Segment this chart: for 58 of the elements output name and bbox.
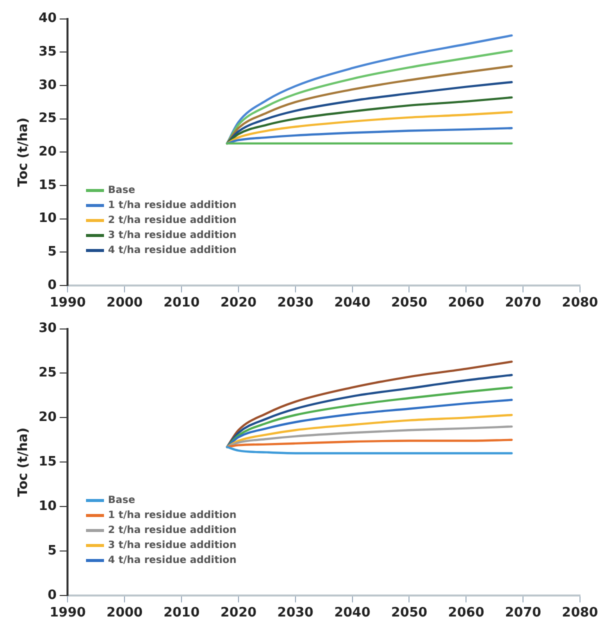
legend-label: 1 t/ha residue addition	[108, 199, 237, 213]
legend-label: 2 t/ha residue addition	[108, 524, 237, 538]
y-tick-label: 10	[38, 211, 57, 226]
x-tick-label: 2040	[334, 606, 370, 621]
y-tick-label: 0	[48, 278, 57, 293]
x-tick-label: 2010	[163, 296, 200, 311]
y-tick-label: 10	[38, 498, 57, 514]
y-axis-title: Toc (t/ha)	[16, 118, 32, 187]
x-tick-label: 2080	[562, 296, 598, 311]
x-tick-label: 2000	[106, 296, 143, 311]
legend-label: Base	[108, 184, 136, 198]
x-tick-label: 2010	[163, 606, 200, 621]
y-tick-label: 20	[38, 410, 57, 426]
x-tick-label: 2080	[562, 606, 598, 621]
y-tick-label: 25	[38, 366, 57, 381]
x-tick-label: 2050	[391, 606, 428, 621]
x-tick-label: 2030	[277, 296, 314, 311]
x-tick-label: 2040	[334, 296, 370, 311]
line-series	[226, 81, 513, 145]
legend-label: 3 t/ha residue addition	[108, 539, 237, 553]
y-tick-label: 25	[38, 111, 57, 126]
legend-label: 3 t/ha residue addition	[108, 229, 237, 243]
legend-label: 4 t/ha residue addition	[108, 244, 237, 258]
legend-label: 1 t/ha residue addition	[108, 509, 237, 523]
x-tick-label: 1990	[50, 296, 86, 311]
x-tick-label: 2020	[220, 606, 257, 621]
line-series	[226, 414, 513, 448]
x-tick-label: 2060	[448, 296, 484, 311]
line-series	[226, 386, 513, 448]
x-tick-label: 2050	[391, 296, 428, 311]
line-series	[226, 425, 513, 448]
y-tick-label: 20	[38, 144, 57, 160]
y-tick-label: 15	[38, 454, 57, 470]
y-tick-label: 30	[38, 321, 57, 336]
x-tick-label: 1990	[50, 606, 86, 621]
y-tick-label: 0	[48, 588, 57, 603]
y-tick-label: 35	[38, 44, 57, 60]
y-tick-label: 30	[38, 78, 57, 93]
y-axis-title: Toc (t/ha)	[16, 428, 32, 497]
x-tick-label: 2030	[277, 606, 314, 621]
x-tick-label: 2020	[220, 296, 257, 311]
x-tick-label: 2000	[106, 606, 143, 621]
line-series	[226, 96, 513, 145]
line-series	[226, 446, 513, 454]
line-series	[226, 111, 513, 145]
legend-label: 2 t/ha residue addition	[108, 214, 237, 228]
legend-label: 4 t/ha residue addition	[108, 554, 237, 568]
line-series	[226, 127, 513, 145]
y-tick-label: 5	[48, 543, 57, 558]
y-tick-label: 15	[38, 178, 57, 193]
x-tick-label: 2070	[504, 296, 542, 311]
y-tick-label: 40	[38, 11, 57, 26]
line-series	[226, 398, 513, 448]
x-tick-label: 2060	[448, 606, 484, 621]
line-series	[226, 438, 513, 448]
legend-label: Base	[108, 494, 136, 508]
x-tick-label: 2070	[504, 606, 542, 621]
y-tick-label: 5	[48, 244, 57, 260]
